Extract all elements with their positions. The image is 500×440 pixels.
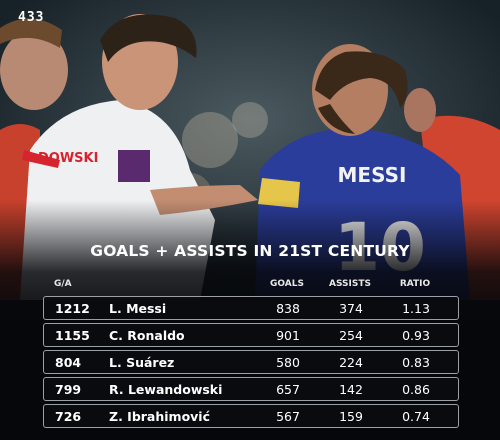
cell-ga: 1212 — [55, 301, 90, 316]
table-row: 799 R. Lewandowski 657 142 0.86 — [43, 377, 459, 401]
table-row: 1212 L. Messi 838 374 1.13 — [43, 296, 459, 320]
cell-ga: 726 — [55, 409, 82, 424]
cell-ratio: 0.93 — [402, 328, 430, 343]
cell-assists: 224 — [339, 355, 363, 370]
shirt-text: DOWSKI — [38, 151, 98, 166]
table-row: 804 L. Suárez 580 224 0.83 — [43, 350, 459, 374]
header-ratio: RATIO — [399, 279, 431, 289]
cell-player: L. Suárez — [109, 355, 175, 370]
cell-player: R. Lewandowski — [109, 382, 223, 397]
table-row: 726 Z. Ibrahimović 567 159 0.74 — [43, 404, 459, 428]
cell-ratio: 1.13 — [402, 301, 430, 316]
cell-ratio: 0.86 — [402, 382, 430, 397]
cell-goals: 580 — [276, 355, 300, 370]
cell-goals: 838 — [276, 301, 300, 316]
header-assists: ASSISTS — [329, 279, 371, 289]
table-header: G/A GOALS ASSISTS RATIO — [43, 272, 459, 296]
cell-goals: 567 — [276, 409, 300, 424]
header-goals: GOALS — [270, 279, 304, 289]
stats-table: G/A GOALS ASSISTS RATIO 1212 L. Messi 83… — [43, 272, 459, 431]
cell-ga: 799 — [55, 382, 82, 397]
table-row: 1155 C. Ronaldo 901 254 0.93 — [43, 323, 459, 347]
cell-assists: 142 — [339, 382, 363, 397]
cell-ratio: 0.83 — [402, 355, 430, 370]
cell-assists: 159 — [339, 409, 363, 424]
brand-logo: 433 — [18, 10, 45, 25]
jersey-name-text: MESSI — [338, 163, 407, 187]
cell-assists: 254 — [339, 328, 363, 343]
cell-ga: 804 — [55, 355, 82, 370]
cell-ga: 1155 — [55, 328, 90, 343]
cell-goals: 657 — [276, 382, 300, 397]
cell-goals: 901 — [276, 328, 300, 343]
header-ga: G/A — [54, 279, 72, 289]
cell-player: C. Ronaldo — [109, 328, 185, 343]
cell-assists: 374 — [339, 301, 363, 316]
cell-player: Z. Ibrahimović — [109, 409, 211, 424]
page-title: GOALS + ASSISTS IN 21ST CENTURY — [90, 242, 410, 260]
cell-player: L. Messi — [109, 301, 167, 316]
cell-ratio: 0.74 — [402, 409, 430, 424]
